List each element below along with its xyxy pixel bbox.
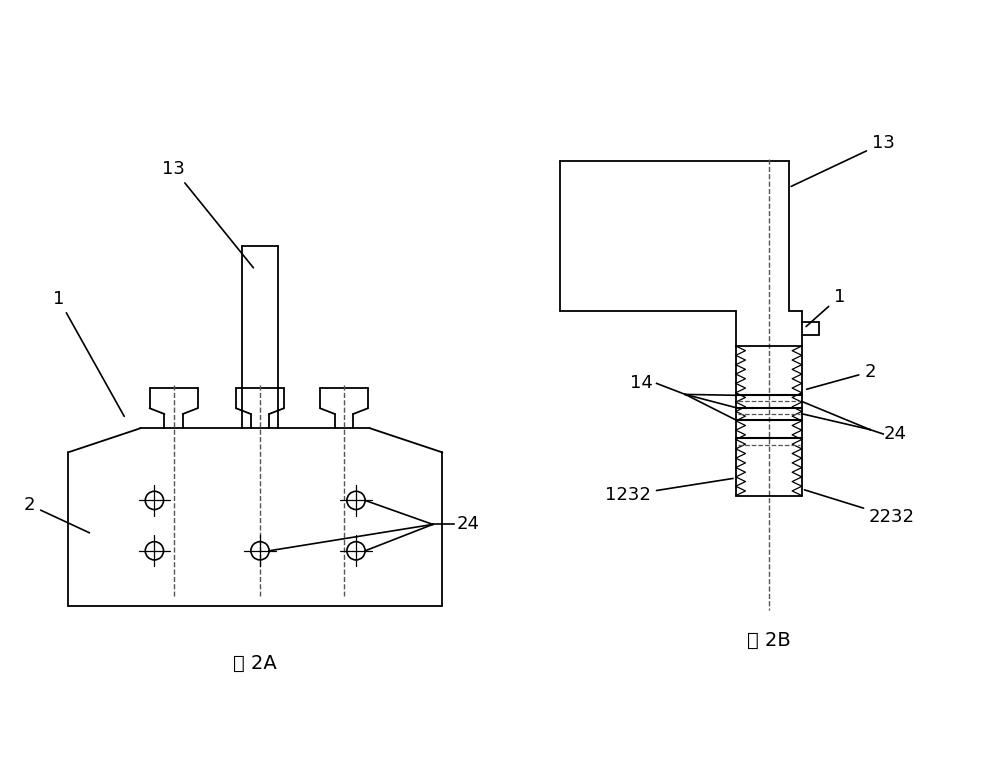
Text: 2: 2 — [807, 363, 876, 389]
Text: 图 2B: 图 2B — [747, 631, 791, 651]
Text: 2232: 2232 — [804, 490, 915, 526]
Text: 13: 13 — [162, 160, 253, 268]
Text: 14: 14 — [630, 374, 653, 392]
Text: 1232: 1232 — [605, 478, 733, 504]
Text: 图 2A: 图 2A — [233, 654, 277, 673]
Text: 1: 1 — [806, 288, 845, 327]
Text: 1: 1 — [53, 289, 124, 417]
Text: 2: 2 — [24, 496, 89, 533]
Text: 13: 13 — [791, 134, 895, 186]
Text: 24: 24 — [883, 425, 906, 443]
Text: 24: 24 — [457, 516, 480, 534]
